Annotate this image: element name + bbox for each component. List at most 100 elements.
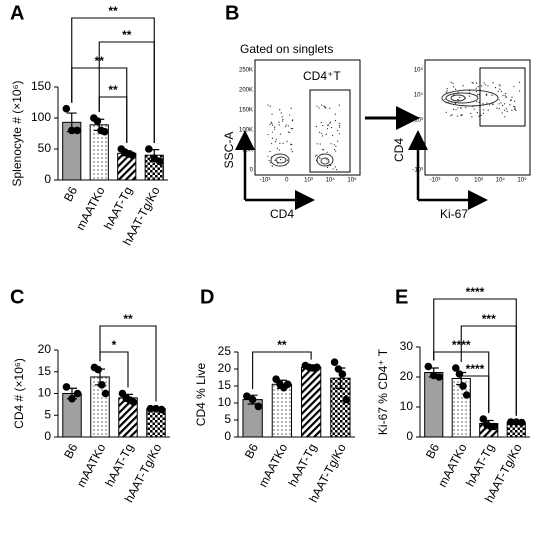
flow-event bbox=[282, 142, 284, 144]
y-axis-label: Ki-67 % CD4⁺ T bbox=[376, 348, 390, 435]
flow-event bbox=[479, 110, 481, 112]
flow-gate bbox=[479, 67, 526, 127]
y-tick-label: 25 bbox=[218, 344, 232, 358]
flow-plot-frame bbox=[254, 59, 361, 176]
flow-event bbox=[271, 156, 273, 158]
significance-bracket bbox=[99, 325, 157, 402]
flow-event bbox=[511, 109, 513, 111]
flow-event bbox=[319, 131, 321, 133]
panel-letter: C bbox=[10, 286, 24, 308]
flow-event bbox=[326, 166, 328, 169]
significance-label: **** bbox=[466, 285, 485, 299]
flow-event bbox=[316, 154, 318, 156]
flow-gate bbox=[309, 89, 351, 173]
flow-event bbox=[291, 128, 294, 130]
flow-event bbox=[315, 159, 318, 161]
flow-event bbox=[338, 122, 340, 124]
flow-event bbox=[319, 143, 321, 145]
data-point bbox=[93, 117, 102, 125]
data-point bbox=[73, 126, 81, 135]
flow-x-tick-label: 10³ bbox=[474, 178, 483, 184]
flow-event bbox=[487, 109, 489, 111]
flow-event bbox=[483, 82, 485, 84]
data-point bbox=[62, 383, 71, 391]
flow-event bbox=[271, 165, 273, 167]
flow-event bbox=[336, 169, 338, 171]
flow-event bbox=[460, 114, 462, 117]
flow-event bbox=[450, 115, 452, 117]
flow-event bbox=[323, 105, 325, 107]
flow-event bbox=[268, 159, 270, 162]
flow-y-tick-label: 10⁵ bbox=[414, 67, 424, 74]
data-point bbox=[73, 389, 82, 398]
flow-event bbox=[519, 90, 521, 92]
flow-event bbox=[285, 124, 287, 126]
flow-event bbox=[475, 87, 477, 89]
flow-event bbox=[269, 123, 271, 125]
flow-event bbox=[459, 97, 461, 99]
flow-event bbox=[279, 142, 281, 144]
flow-x-tick-label: -10³ bbox=[430, 178, 441, 184]
flow-event bbox=[450, 101, 452, 103]
flow-event bbox=[285, 164, 287, 166]
flow-event bbox=[486, 102, 488, 104]
flow-event bbox=[314, 155, 317, 157]
flow-event bbox=[327, 125, 329, 127]
flow-event bbox=[509, 99, 512, 101]
flow-event bbox=[476, 94, 479, 96]
flow-event bbox=[500, 102, 502, 104]
data-point bbox=[452, 364, 460, 372]
y-tick-label: 10 bbox=[400, 399, 414, 413]
flow-event bbox=[270, 121, 272, 123]
y-tick-label: 20 bbox=[218, 361, 232, 375]
flow-event bbox=[322, 149, 325, 151]
flow-event bbox=[278, 121, 280, 123]
flow-event bbox=[460, 106, 462, 109]
flow-event bbox=[447, 101, 449, 103]
flow-gate-label: CD4⁺T bbox=[303, 69, 341, 83]
flow-event bbox=[282, 118, 284, 121]
flow-x-tick-label: 10⁴ bbox=[496, 177, 506, 184]
flow-event bbox=[335, 150, 337, 152]
flow-event bbox=[498, 84, 500, 86]
flow-event bbox=[497, 90, 499, 92]
significance-label: ** bbox=[122, 28, 132, 42]
flow-event bbox=[461, 114, 463, 116]
flow-event bbox=[326, 128, 329, 130]
flow-event bbox=[479, 87, 481, 89]
flow-event bbox=[456, 98, 459, 101]
flow-event bbox=[291, 144, 293, 146]
flow-event bbox=[286, 140, 288, 142]
data-point bbox=[145, 145, 153, 153]
flow-event bbox=[469, 95, 471, 97]
flow-event bbox=[503, 103, 506, 105]
flow-event bbox=[519, 81, 521, 83]
flow-event bbox=[286, 159, 288, 161]
data-point bbox=[507, 418, 515, 426]
y-tick-label: 15 bbox=[218, 378, 232, 392]
flow-event bbox=[275, 138, 277, 140]
data-point bbox=[98, 381, 106, 389]
flow-event bbox=[338, 133, 340, 135]
significance-bracket bbox=[71, 17, 155, 143]
flow-event bbox=[322, 124, 324, 127]
data-point bbox=[435, 373, 443, 381]
flow-event bbox=[482, 103, 484, 105]
flow-event bbox=[504, 93, 507, 95]
flow-event bbox=[279, 109, 281, 111]
flow-event bbox=[465, 106, 467, 109]
flow-event bbox=[321, 132, 323, 134]
flow-y-tick-label: 0 bbox=[250, 168, 254, 174]
flow-event bbox=[271, 131, 274, 133]
flow-event bbox=[334, 119, 336, 122]
flow-event bbox=[499, 85, 501, 87]
flow-event bbox=[445, 111, 447, 113]
flow-event bbox=[452, 82, 454, 84]
flow-event bbox=[267, 133, 269, 136]
data-point bbox=[67, 126, 76, 135]
data-point bbox=[517, 418, 526, 427]
flow-event bbox=[269, 105, 271, 107]
y-tick-label: 20 bbox=[38, 342, 52, 356]
data-point bbox=[129, 398, 138, 407]
